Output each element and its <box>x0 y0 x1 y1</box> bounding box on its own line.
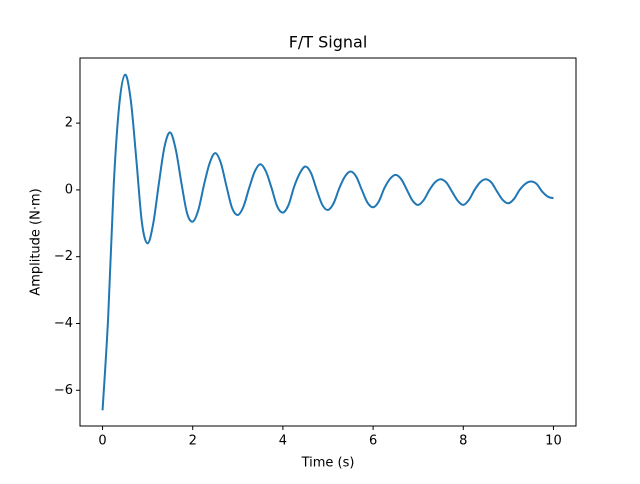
y-tick-label: 2 <box>65 116 73 131</box>
x-tick-label: 4 <box>279 434 287 449</box>
y-tick-label: 0 <box>65 182 73 197</box>
plot-frame <box>79 57 577 427</box>
x-axis-label: Time (s) <box>301 456 355 471</box>
x-tick-label: 10 <box>545 434 562 449</box>
y-tick-label: −2 <box>54 249 73 264</box>
x-tick-label: 0 <box>98 434 106 449</box>
x-tick-label: 2 <box>189 434 197 449</box>
x-tick-label: 6 <box>369 434 377 449</box>
y-tick-label: −4 <box>54 316 73 331</box>
y-tick-label: −6 <box>54 383 73 398</box>
y-axis-label: Amplitude (N·m) <box>29 188 44 295</box>
x-tick-label: 8 <box>459 434 467 449</box>
line-series <box>101 73 554 411</box>
chart-title: F/T Signal <box>289 33 368 52</box>
